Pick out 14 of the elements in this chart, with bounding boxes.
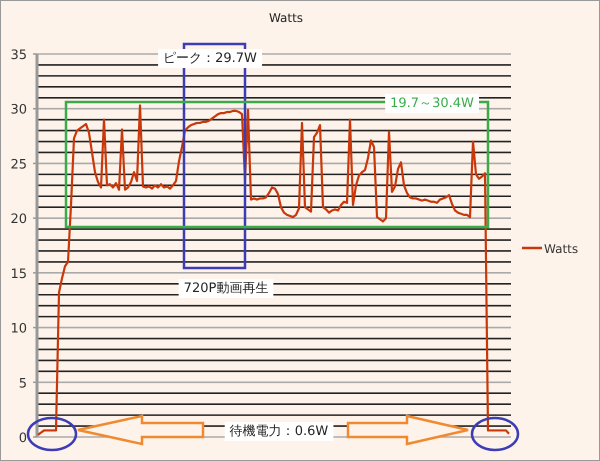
y-tick-label: 15: [10, 266, 27, 282]
annotation: ピーク：29.7W: [163, 51, 258, 66]
annotation: 720P動画再生: [184, 281, 268, 296]
y-tick-label: 5: [18, 376, 27, 392]
y-tick-label: 30: [10, 102, 27, 118]
annotation: 待機電力：0.6W: [230, 424, 328, 439]
y-tick-label: 10: [10, 322, 27, 337]
y-tick-label: 0: [18, 431, 27, 446]
y-tick-label: 35: [10, 48, 27, 63]
y-tick-label: 20: [10, 212, 27, 228]
chart-title: Watts: [268, 11, 304, 25]
y-tick-label: 25: [10, 157, 27, 172]
legend-label: Watts: [544, 242, 578, 256]
annotation: 19.7～30.4W: [390, 96, 474, 111]
